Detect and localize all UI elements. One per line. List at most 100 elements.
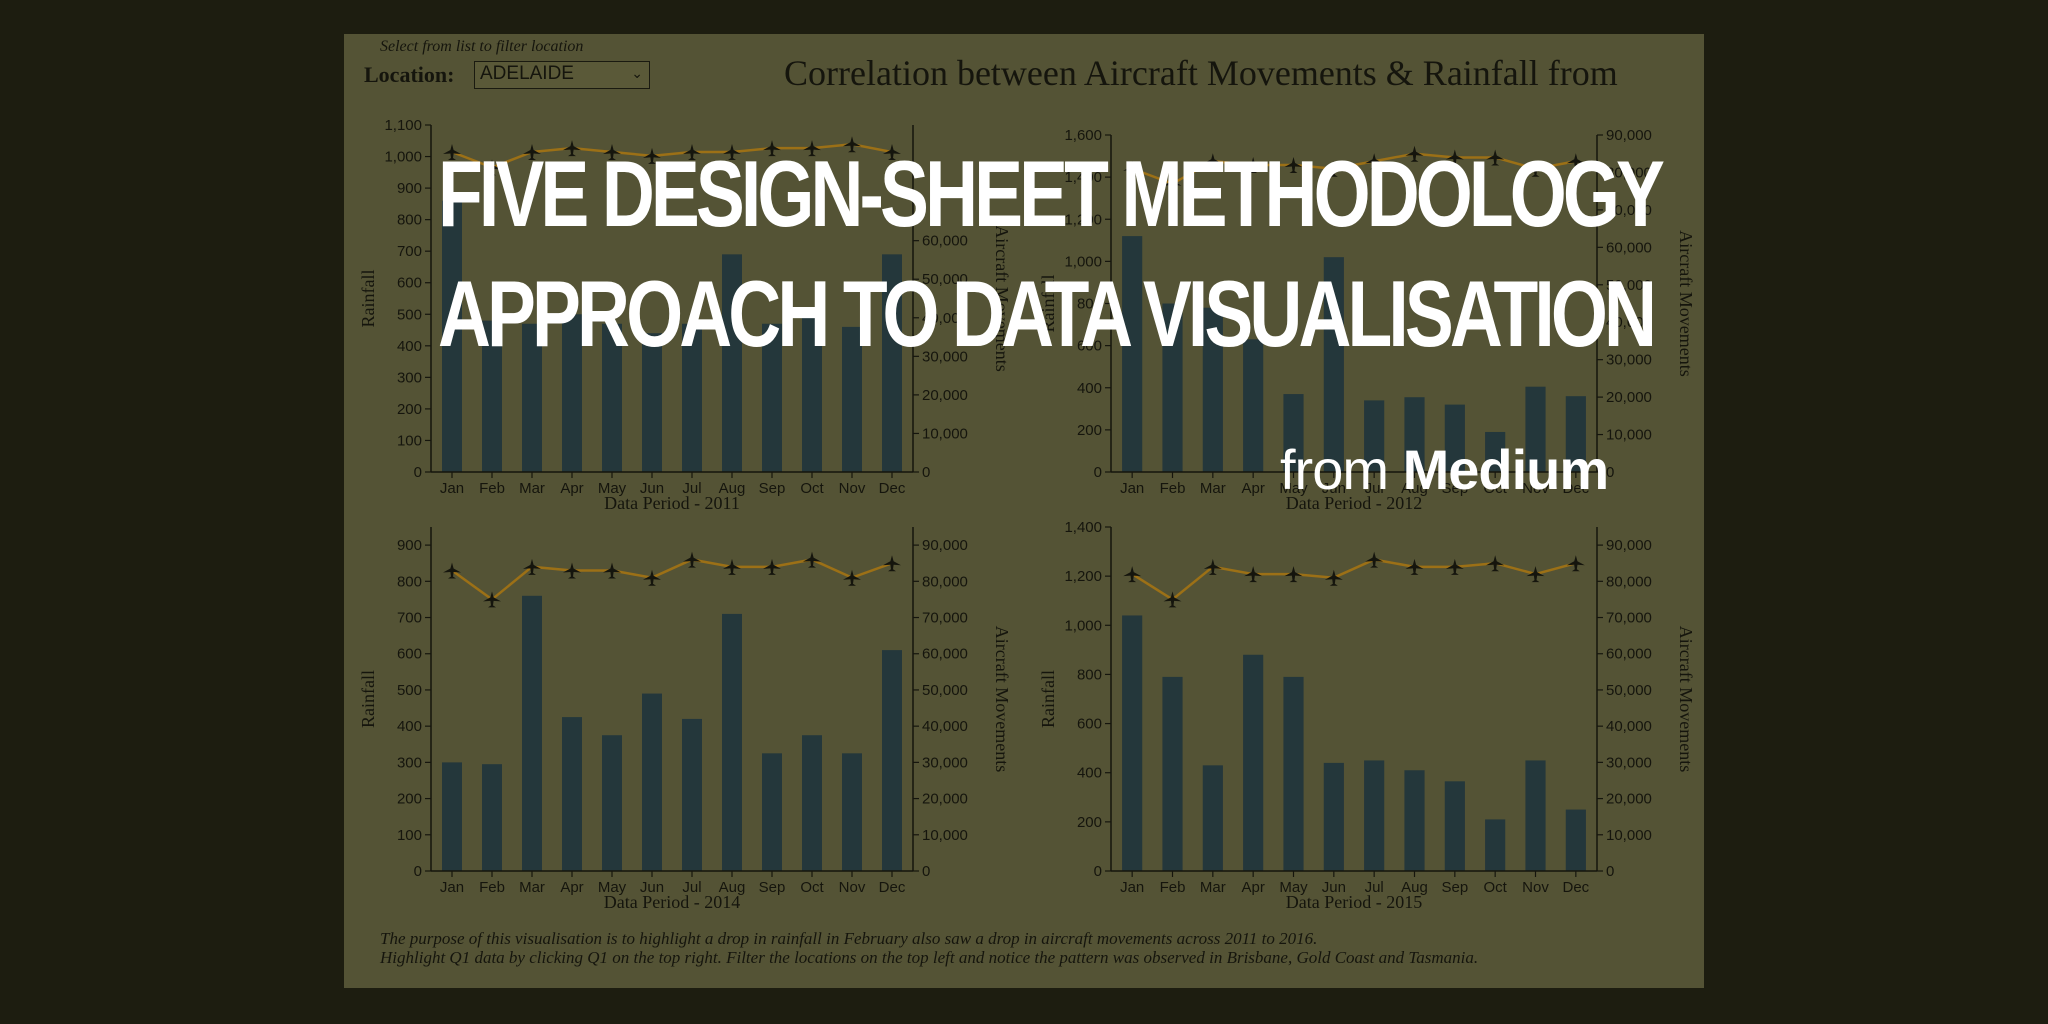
chart-3-bar-feb [482,764,502,871]
chart-4-x-tick-label: Dec [1562,879,1589,896]
chart-4-y2-tick-label: 30,000 [1606,754,1652,771]
chart-1-airplane-icon [883,143,901,160]
chart-1-y2-axis-title: Aircraft Movements [992,225,1012,371]
chart-2-y2-axis-title: Aircraft Movements [1676,230,1696,376]
chart-3-y-tick-label: 100 [397,827,422,844]
footnote-line-2: Highlight Q1 data by clicking Q1 on the … [380,948,1479,967]
chart-4-airplane-icon [1486,555,1505,572]
chart-4-bar-mar [1202,765,1223,871]
filter-hint: Select from list to filter location [380,38,584,55]
chart-3-y-tick-label: 500 [397,682,422,699]
chart-1-airplane-icon [603,143,621,160]
chart-2-airplane-icon [1566,153,1585,170]
chart-4-bar-oct [1485,819,1506,871]
chart-4-x-tick-label: Jan [1120,879,1144,896]
chart-4-x-tick-label: Feb [1160,879,1186,896]
chart-4-airplane-icon [1284,566,1303,583]
chart-4-y2-tick-label: 10,000 [1606,827,1652,844]
chart-3-airplane-icon [683,551,701,568]
chart-4-airplane-icon [1163,591,1182,608]
chart-4-x-tick-label: Sep [1441,879,1468,896]
chart-2-bar-dec [1565,396,1586,472]
chart-4-y-tick-label: 1,400 [1064,519,1102,536]
chart-1-airplane-icon [723,143,741,160]
chart-1-x-tick-label: Apr [560,480,583,497]
chart-3-airplane-icon [763,558,781,575]
chart-1-bar-nov [842,326,862,472]
chart-2-y-tick-label: 400 [1077,380,1102,397]
chart-3-y2-tick-label: 80,000 [922,573,968,590]
chart-2-x-tick-label: Nov [1522,480,1549,497]
chart-3-bar-may [602,735,622,871]
chart-2-bar-feb [1162,303,1183,472]
chart-4-airplane-icon [1566,555,1585,572]
location-select[interactable]: ADELAIDE ⌄ [474,61,650,89]
chart-1-airplane-icon [843,136,861,153]
chart-2-bar-mar [1202,307,1223,472]
chart-4-airplane-icon [1123,566,1142,583]
chart-4-airplane-icon [1244,566,1263,583]
chart-3-x-tick-label: Dec [879,879,906,896]
chart-1-y-tick-label: 100 [397,432,422,449]
chart-4-airplane-icon [1445,558,1464,575]
chart-3-y2-tick-label: 10,000 [922,827,968,844]
chart-1-x-tick-label: Jan [440,480,464,497]
chart-3-airplane-icon [803,551,821,568]
chart-3-airplane-icon [883,555,901,572]
chart-4-y-tick-label: 200 [1077,814,1102,831]
chart-1-bar-aug [722,254,742,472]
chart-1-y2-tick-label: 0 [922,464,930,481]
chart-4-bar-nov [1525,760,1546,871]
chart-2-bar-jun [1323,257,1344,472]
chart-1-airplane-icon [683,143,701,160]
chart-2-bar-jul [1364,400,1385,472]
chart-1-y-tick-label: 300 [397,369,422,386]
chart-1-y-tick-label: 0 [414,464,422,481]
chart-3-y2-tick-label: 30,000 [922,754,968,771]
chart-1-airplane-icon [763,140,781,157]
chart-1-airplane-icon [643,147,661,164]
chart-2-bar-sep [1444,404,1465,472]
chart-1-y2-tick-label: 20,000 [922,387,968,404]
chart-4-y2-tick-label: 90,000 [1606,537,1652,554]
chart-4-bar-jan [1122,615,1143,871]
chart-2-y2-tick-label: 70,000 [1606,202,1652,219]
chart-3-x-tick-label: Apr [560,879,583,896]
chart-3-bar-jun [642,693,662,871]
chart-3-x-tick-label: May [598,879,627,896]
chart-4-bar-sep [1444,781,1465,871]
chart-4-y-axis-title: Rainfall [1038,670,1058,728]
location-select-value: ADELAIDE [480,63,574,84]
chart-2-x-tick-label: Aug [1401,480,1428,497]
chart-4-x-tick-label: Mar [1200,879,1226,896]
chart-4-airplane-icon [1405,558,1424,575]
chart-2-airplane-icon [1244,156,1263,173]
source-credit: from Medium [1280,437,1609,502]
chart-3-y2-tick-label: 40,000 [922,718,968,735]
chart-1-bar-sep [762,323,782,472]
chart-1-y-tick-label: 400 [397,338,422,355]
chart-4-movements-line [1131,558,1577,601]
chart-4-y-tick-label: 1,200 [1064,568,1102,585]
chart-3-bar-jan [442,762,462,871]
chart-2-bar-aug [1404,397,1425,472]
chart-2-y2-tick-label: 30,000 [1606,352,1652,369]
chart-4-bar-jun [1323,762,1344,871]
chart-3-y2-axis-title: Aircraft Movements [992,626,1012,772]
chart-1-y2-tick-label: 60,000 [922,233,968,250]
chart-2-bar-nov [1525,386,1546,472]
footnote-line-1: The purpose of this visualisation is to … [380,929,1318,948]
chart-2-airplane-icon [1123,160,1142,177]
chart-4-y2-tick-label: 0 [1606,863,1614,880]
chart-3-airplane-icon [723,558,741,575]
chart-1-y-tick-label: 600 [397,275,422,292]
chart-1-y-tick-label: 700 [397,243,422,260]
chart-3-airplane-icon [443,562,461,579]
chart-3-airplane-icon [523,558,541,575]
chart-3-y-axis-title: Rainfall [358,670,378,728]
headline: FIVE DESIGN-SHEET METHODOLOGY APPROACH T… [438,134,1665,374]
chart-2-airplane-icon [1445,149,1464,166]
chart-title: Correlation between Aircraft Movements &… [784,53,1618,93]
chart-2-airplane-icon [1405,145,1424,162]
chart-2-bar-apr [1243,339,1264,472]
